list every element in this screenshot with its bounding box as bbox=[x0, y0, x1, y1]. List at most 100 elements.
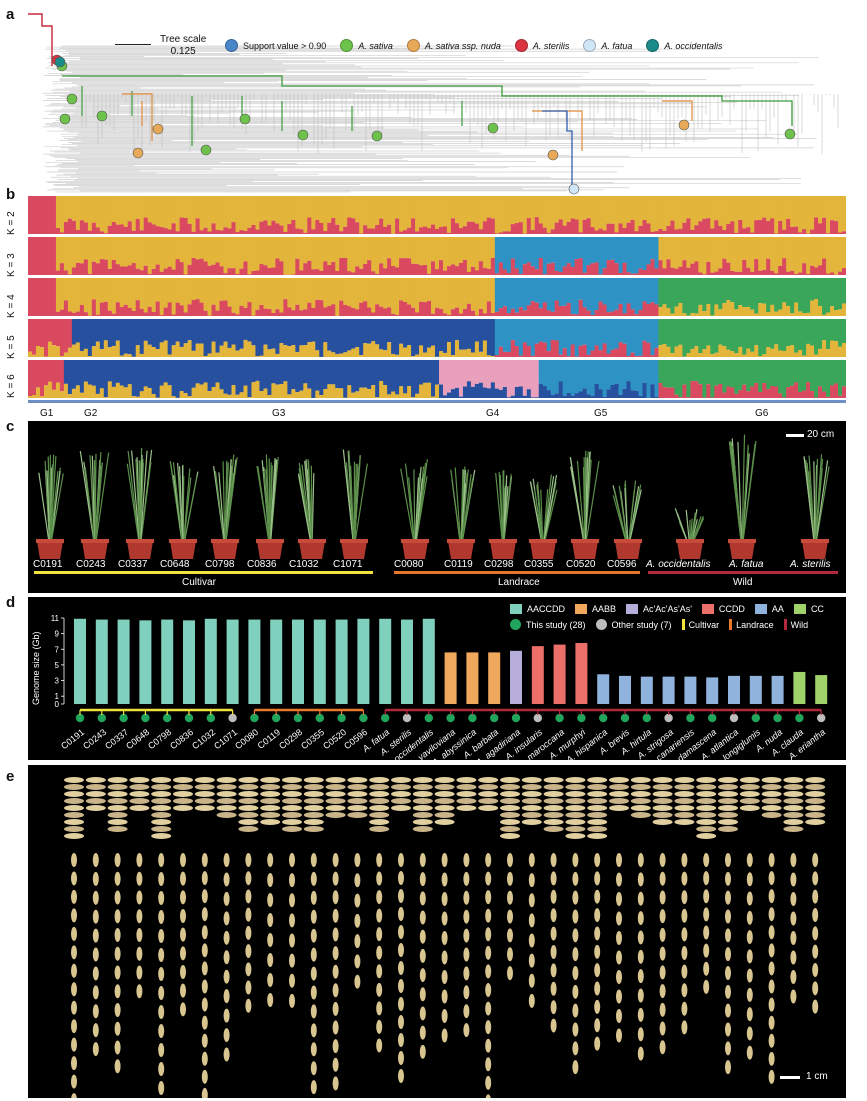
source-dot bbox=[751, 713, 760, 723]
y-tick-label: 11 bbox=[51, 614, 60, 623]
genome-size-chart: 01 3 5 7 9 11 bbox=[51, 614, 828, 723]
genome-bar bbox=[292, 619, 304, 704]
source-dot bbox=[206, 713, 215, 723]
seed-column bbox=[652, 777, 673, 1055]
seed-column bbox=[347, 777, 368, 989]
source-dot bbox=[577, 713, 586, 723]
legend-ccdd: CCDD bbox=[701, 603, 745, 614]
aabb-swatch-icon bbox=[575, 603, 588, 614]
seed-column bbox=[325, 777, 346, 1091]
genome-bar bbox=[815, 675, 828, 704]
seed-column bbox=[64, 777, 84, 1098]
genome-bar bbox=[444, 652, 457, 704]
y-axis: 01 3 5 7 9 11 bbox=[51, 614, 65, 709]
tree-legend: Support value > 0.90 A. sativa A. sativa… bbox=[225, 39, 722, 52]
tree-node-marker bbox=[239, 113, 251, 125]
tree-node-marker bbox=[678, 119, 690, 131]
plant bbox=[400, 459, 429, 559]
source-dot bbox=[163, 713, 172, 723]
seed-column bbox=[696, 777, 717, 994]
genome-bar bbox=[248, 619, 261, 704]
group-g2: G2 bbox=[84, 408, 98, 419]
genome-bar bbox=[95, 619, 108, 704]
panel-label-c: c bbox=[6, 418, 15, 435]
legend-fatua: A. fatua bbox=[583, 39, 632, 52]
fatua-dot-icon bbox=[583, 39, 597, 52]
sativa-branches bbox=[62, 75, 793, 146]
tree-node-marker bbox=[487, 122, 499, 134]
source-dot bbox=[490, 713, 499, 723]
other-study-dot-icon bbox=[595, 619, 607, 630]
plant-photo bbox=[28, 421, 846, 593]
seed-column bbox=[434, 777, 455, 1043]
phylogenetic-tree bbox=[28, 13, 839, 195]
y-tick-label: 0 bbox=[55, 700, 60, 709]
genome-bar bbox=[510, 650, 522, 704]
plant bbox=[36, 454, 64, 559]
source-dot bbox=[119, 713, 128, 723]
nuda-dot-icon bbox=[406, 39, 420, 52]
plant bbox=[211, 454, 239, 559]
seed-scale-label: 1 cm bbox=[806, 1071, 828, 1082]
plant bbox=[169, 460, 199, 559]
cultivar-bar-icon bbox=[681, 619, 685, 630]
source-dot bbox=[272, 713, 281, 723]
legend-sterilis: A. sterilis bbox=[514, 39, 569, 52]
legend-sativa: A. sativa bbox=[340, 39, 393, 52]
genome-bar bbox=[270, 619, 283, 704]
source-dot bbox=[141, 713, 150, 723]
legend-other-study: Other study (7) bbox=[595, 619, 672, 630]
tree-node-marker bbox=[66, 93, 78, 105]
aaccdd-swatch-icon bbox=[510, 603, 522, 614]
plant bbox=[126, 447, 154, 559]
accession-label: C1032 bbox=[289, 559, 319, 570]
tree-node-marker bbox=[200, 144, 212, 156]
source-dot bbox=[359, 713, 368, 723]
group-g1: G1 bbox=[40, 408, 54, 419]
genome-bar bbox=[422, 618, 435, 704]
seed-column bbox=[718, 777, 738, 1075]
y-tick-label: 1 bbox=[55, 692, 60, 701]
tree-branches bbox=[42, 45, 839, 193]
genome-bar bbox=[684, 676, 697, 704]
k-label-5: K = 5 bbox=[6, 335, 17, 359]
k-row bbox=[28, 360, 846, 398]
source-dot bbox=[293, 713, 303, 723]
sativa-dot-icon bbox=[340, 39, 354, 52]
tree-node-marker bbox=[54, 56, 66, 68]
seed-column bbox=[456, 777, 477, 1038]
accession-label: C0243 bbox=[76, 559, 106, 570]
seed-column bbox=[739, 777, 760, 1060]
source-dot bbox=[97, 713, 107, 723]
source-dot bbox=[817, 713, 826, 723]
source-dot bbox=[533, 713, 542, 723]
wild-species-label: A. sterilis bbox=[790, 559, 831, 570]
source-dot bbox=[402, 713, 412, 723]
accession-label: C0520 bbox=[566, 559, 596, 570]
seed-column bbox=[609, 777, 629, 1043]
seed-column bbox=[303, 777, 324, 1095]
source-dot bbox=[381, 713, 390, 723]
genome-bar bbox=[183, 620, 195, 704]
seed-column bbox=[805, 777, 826, 1014]
genome-bar bbox=[161, 619, 174, 704]
accession-label: C0798 bbox=[205, 559, 235, 570]
panel-label-d: d bbox=[6, 594, 16, 611]
genome-bar bbox=[597, 674, 610, 704]
seed-column bbox=[129, 777, 150, 999]
tree-node-marker bbox=[547, 149, 559, 161]
genome-bar bbox=[357, 618, 370, 704]
genome-bar bbox=[619, 675, 631, 704]
accession-label: C0337 bbox=[118, 559, 148, 570]
tree-node-marker bbox=[784, 128, 796, 140]
genome-bar bbox=[204, 618, 217, 704]
source-dot bbox=[599, 713, 608, 723]
occidentalis-dot-icon bbox=[646, 39, 660, 52]
tree-node-marker bbox=[96, 110, 108, 122]
tree-scale-value: 0.125 bbox=[170, 46, 196, 57]
source-dot bbox=[708, 713, 717, 723]
seed-column bbox=[521, 777, 542, 1008]
source-dot bbox=[250, 713, 259, 723]
seed-scale-bar bbox=[780, 1076, 800, 1079]
accession-label: C0596 bbox=[607, 559, 637, 570]
